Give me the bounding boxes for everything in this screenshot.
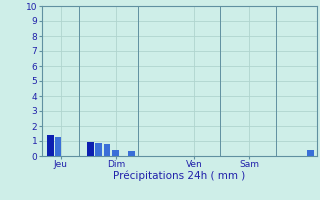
Bar bbox=[307, 150, 314, 156]
Bar bbox=[87, 142, 94, 156]
Bar bbox=[112, 150, 119, 156]
Bar bbox=[95, 142, 102, 156]
X-axis label: Précipitations 24h ( mm ): Précipitations 24h ( mm ) bbox=[113, 171, 245, 181]
Bar bbox=[128, 151, 135, 156]
Bar bbox=[104, 144, 110, 156]
Bar bbox=[47, 135, 54, 156]
Bar bbox=[55, 137, 61, 156]
